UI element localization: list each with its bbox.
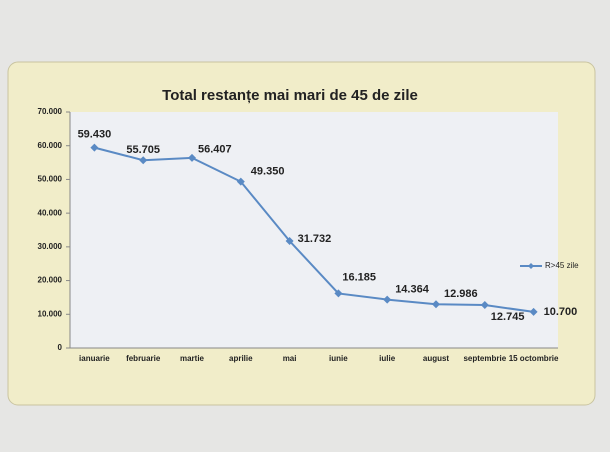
point — [432, 300, 440, 309]
value-label: 12.745 — [491, 311, 525, 323]
value-label: 14.364 — [395, 283, 430, 295]
x-tick-label: aprilie — [229, 354, 253, 363]
value-label: 31.732 — [298, 233, 332, 245]
x-tick-label-box: martie — [179, 354, 204, 363]
y-tick-label: 30.000 — [38, 242, 63, 251]
x-tick-label: februarie — [126, 354, 161, 363]
y-tick-label: 0 — [58, 343, 63, 352]
y-tick-label: 50.000 — [38, 175, 63, 184]
point — [139, 156, 148, 165]
legend-marker — [528, 263, 534, 269]
value-label: 49.350 — [251, 166, 285, 178]
y-tick-label: 40.000 — [38, 208, 63, 217]
x-tick-label: septembrie — [463, 354, 507, 363]
legend-label: R>45 zile — [545, 261, 579, 270]
x-tick-label-box: mai — [282, 354, 297, 363]
x-tick-label: iunie — [329, 354, 348, 363]
x-tick-label: august — [422, 354, 450, 363]
y-tick-label: 60.000 — [38, 141, 63, 150]
value-label: 12.986 — [444, 288, 478, 300]
series-line — [94, 146, 534, 313]
value-label: 16.185 — [342, 271, 376, 283]
point — [236, 177, 245, 186]
point — [480, 301, 489, 310]
point — [383, 295, 392, 304]
x-tick-label-box: ianuarie — [79, 354, 110, 363]
x-tick-label: 15 octombrie — [508, 354, 559, 363]
y-tick-label: 70.000 — [38, 107, 63, 116]
value-label: 10.700 — [544, 306, 578, 318]
point — [529, 307, 538, 316]
point — [334, 289, 343, 298]
y-tick-label: 10.000 — [38, 309, 63, 318]
point — [188, 153, 196, 162]
point — [90, 143, 99, 152]
x-tick-label-box: august — [422, 354, 450, 363]
x-tick-label: mai — [282, 354, 297, 363]
x-tick-label-box: aprilie — [229, 354, 253, 363]
chart-title: Total restanțe mai mari de 45 de zile — [162, 87, 418, 104]
value-label: 56.407 — [198, 144, 232, 156]
x-tick-label-box: iunie — [329, 354, 348, 363]
x-tick-label-box: iulie — [379, 354, 396, 363]
point — [285, 237, 294, 246]
value-label: 55.705 — [126, 144, 160, 156]
x-tick-label-box: 15 octombrie — [508, 354, 559, 363]
x-tick-label: iulie — [379, 354, 396, 363]
plot-area — [70, 112, 558, 348]
x-tick-label-box: septembrie — [463, 354, 507, 363]
x-tick-label-box: februarie — [126, 354, 161, 363]
x-tick-label: martie — [179, 354, 204, 363]
y-tick-label: 20.000 — [38, 276, 63, 285]
value-label: 59.430 — [78, 129, 112, 141]
x-tick-label: ianuarie — [79, 354, 110, 363]
